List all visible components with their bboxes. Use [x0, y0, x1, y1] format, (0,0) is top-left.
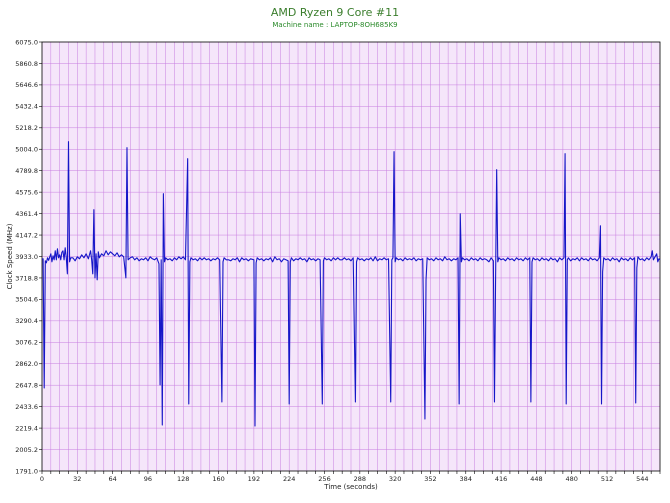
- y-tick-label: 2862.0: [15, 360, 38, 368]
- x-axis-label: Time (seconds): [323, 483, 378, 491]
- x-tick-label: 352: [424, 475, 436, 483]
- y-tick-label: 3504.6: [15, 296, 38, 304]
- x-tick-label: 288: [354, 475, 366, 483]
- x-tick-label: 128: [177, 475, 189, 483]
- x-tick-label: 160: [212, 475, 224, 483]
- y-tick-label: 4789.8: [15, 167, 38, 175]
- x-tick-label: 224: [283, 475, 295, 483]
- chart-title: AMD Ryzen 9 Core #11: [270, 6, 400, 19]
- y-tick-label: 3076.2: [15, 339, 38, 347]
- x-tick-label: 256: [318, 475, 330, 483]
- y-tick-label: 2005.2: [15, 446, 38, 454]
- y-tick-label: 3718.8: [15, 274, 38, 282]
- x-tick-label: 544: [636, 475, 648, 483]
- x-tick-label: 64: [108, 475, 116, 483]
- x-axis: 0 32 64 96 128 160 192 224 256 288 320 352 384 416 448…: [40, 471, 661, 483]
- y-axis: 1791.0 2005.2 2219.4 2433.6 2647.8 2862.0 3076…: [15, 38, 42, 475]
- y-tick-label: 5432.4: [15, 103, 38, 111]
- y-axis-label: Clock Speed (MHz): [6, 223, 14, 289]
- y-tick-label: 4575.6: [15, 188, 38, 196]
- y-tick-label: 3933.0: [15, 253, 38, 261]
- y-tick-label: 6075.0: [15, 38, 38, 46]
- y-tick-label: 2433.6: [15, 403, 38, 411]
- y-tick-label: 4147.2: [15, 231, 38, 239]
- x-tick-label: 320: [389, 475, 401, 483]
- x-tick-label: 96: [144, 475, 152, 483]
- chart-subtitle: Machine name : LAPTOP-8OH685K9: [272, 21, 398, 29]
- x-tick-label: 0: [40, 475, 44, 483]
- y-tick-label: 5860.8: [15, 60, 38, 68]
- x-tick-label: 32: [73, 475, 81, 483]
- x-tick-label: 448: [530, 475, 542, 483]
- series-line: [41, 141, 661, 427]
- x-tick-label: 512: [601, 475, 613, 483]
- y-tick-label: 3290.4: [15, 317, 38, 325]
- y-tick-label: 5218.2: [15, 124, 38, 132]
- y-tick-label: 5004.0: [15, 146, 38, 154]
- y-tick-label: 4361.4: [15, 210, 38, 218]
- y-tick-label: 2647.8: [15, 382, 38, 390]
- x-tick-label: 384: [460, 475, 472, 483]
- x-tick-label: 192: [248, 475, 260, 483]
- x-tick-label: 480: [566, 475, 578, 483]
- y-tick-label: 2219.4: [15, 424, 38, 432]
- y-tick-label: 5646.6: [15, 81, 38, 89]
- grid: [42, 42, 660, 471]
- y-tick-label: 1791.0: [15, 467, 38, 475]
- x-tick-label: 416: [495, 475, 507, 483]
